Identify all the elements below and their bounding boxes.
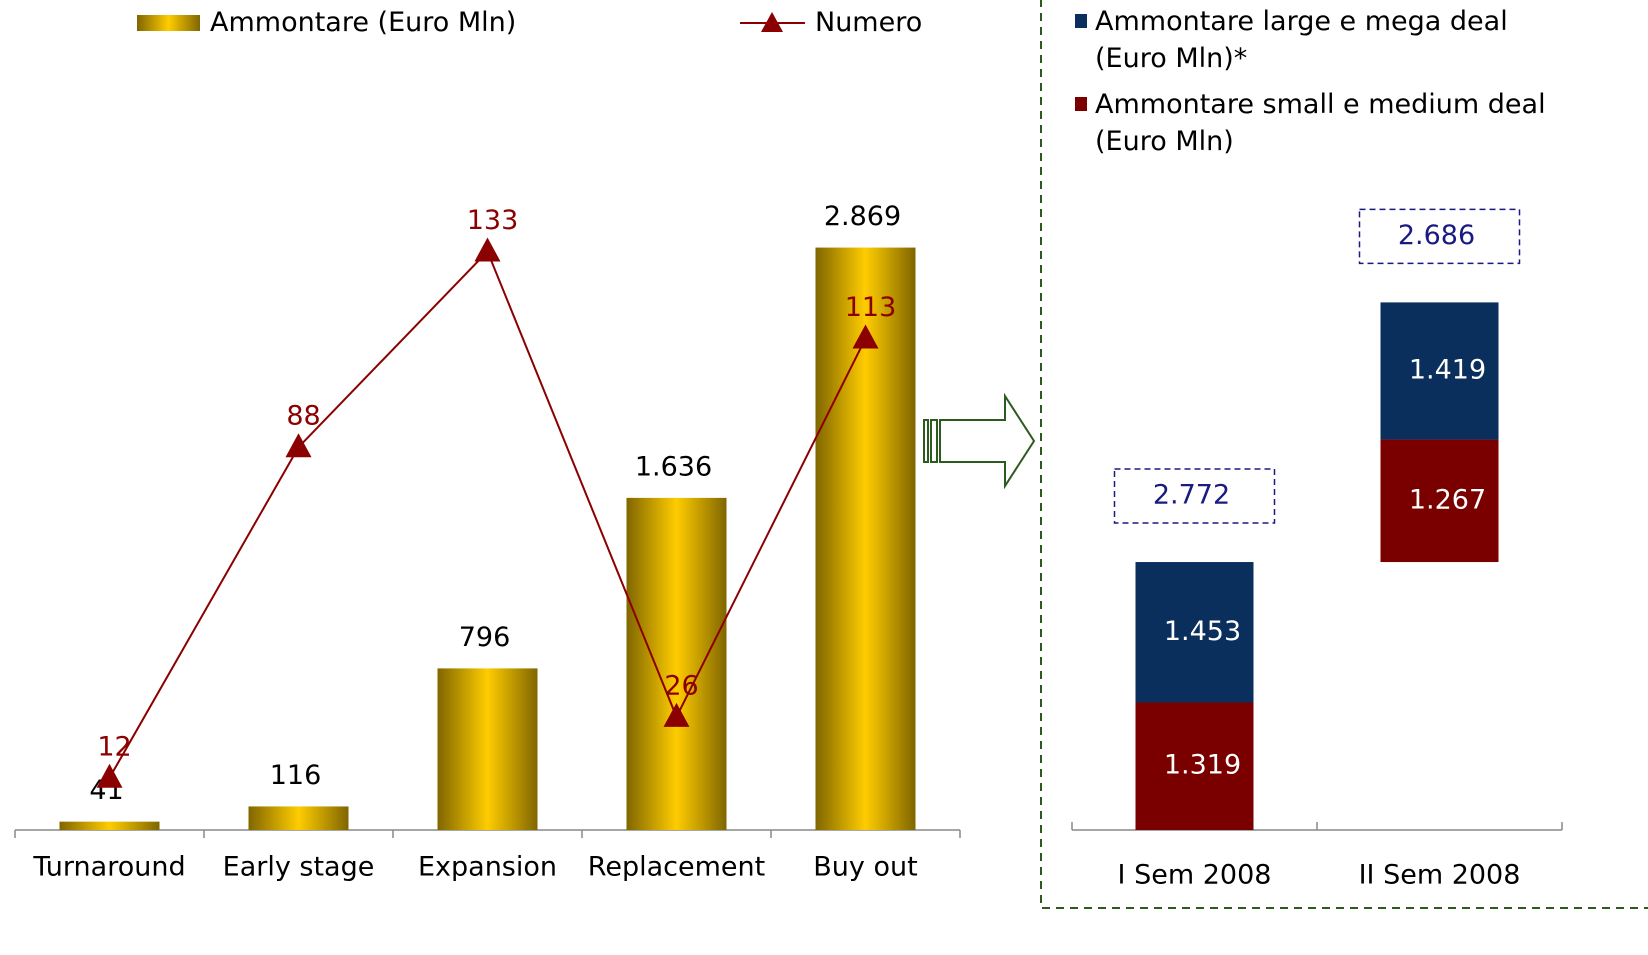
line-marker — [285, 433, 312, 458]
legend-label: Numero — [815, 7, 923, 38]
legend-swatch-shade — [137, 15, 200, 31]
total-box — [1113, 468, 1276, 524]
line-value-label: 113 — [845, 292, 897, 323]
bar-shade — [248, 806, 349, 830]
line-value-label: 12 — [97, 731, 131, 762]
x-tick-label: Buy out — [813, 852, 917, 883]
total-label: 2.772 — [1153, 480, 1230, 511]
x-tick-label: I Sem 2008 — [1118, 860, 1272, 891]
x-tick-label: Expansion — [418, 852, 557, 883]
bar-segment — [1380, 439, 1499, 563]
line-value-label: 133 — [467, 205, 519, 236]
panel-border — [1040, 0, 1648, 909]
bar-value-label: 796 — [459, 622, 511, 653]
segment-value-label: 1.267 — [1409, 484, 1486, 515]
legend-label: Ammontare small e medium deal (Euro Mln) — [1095, 89, 1546, 157]
bar-segment — [1135, 702, 1254, 830]
legend-swatch — [1075, 14, 1087, 28]
line-marker — [852, 324, 879, 349]
line-value-label: 26 — [664, 670, 698, 701]
bar-shade — [626, 497, 727, 830]
line-marker — [96, 763, 123, 788]
legend-label: Ammontare large e mega deal (Euro Mln)* — [1095, 6, 1508, 74]
x-tick-label: Turnaround — [32, 852, 185, 883]
bar-value-label: 2.869 — [824, 201, 901, 232]
line-marker — [663, 702, 690, 727]
bar-value-label: 116 — [270, 760, 322, 791]
x-tick-label: Replacement — [588, 852, 765, 883]
total-box — [1358, 208, 1521, 265]
bar-shade — [437, 668, 538, 830]
line-value-label: 88 — [286, 401, 320, 432]
total-label: 2.686 — [1398, 220, 1475, 251]
bar-value-label: 1.636 — [635, 451, 712, 482]
arrow — [923, 392, 1036, 490]
segment-value-label: 1.319 — [1164, 750, 1241, 781]
legend-marker — [761, 12, 783, 32]
segment-value-label: 1.453 — [1164, 616, 1241, 647]
bar-segment — [1380, 302, 1499, 440]
bar-segment — [1135, 562, 1254, 703]
legend-label: Ammontare (Euro Mln) — [210, 7, 517, 38]
segment-value-label: 1.419 — [1409, 354, 1486, 385]
x-tick-label: Early stage — [223, 852, 375, 883]
x-tick-label: II Sem 2008 — [1359, 860, 1521, 891]
bar-shade — [59, 821, 160, 830]
line-marker — [474, 237, 501, 262]
legend-swatch — [1075, 97, 1087, 111]
